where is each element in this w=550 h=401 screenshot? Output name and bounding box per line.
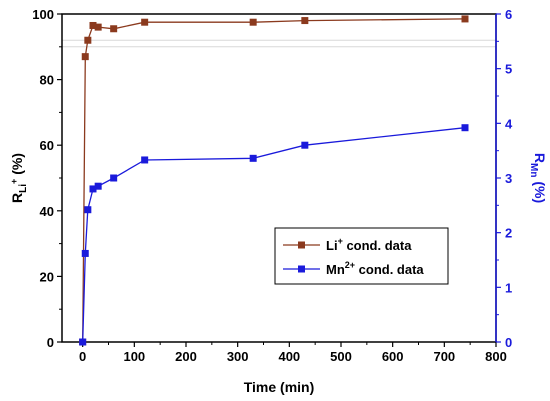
data-point bbox=[461, 124, 469, 132]
data-point bbox=[81, 249, 89, 257]
series-li bbox=[79, 15, 469, 346]
right-y-tick-label: 6 bbox=[505, 7, 512, 22]
data-point bbox=[84, 206, 92, 214]
x-tick-label: 800 bbox=[485, 349, 507, 364]
series-layer bbox=[79, 15, 469, 346]
left-y-tick-label: 100 bbox=[32, 7, 54, 22]
data-point bbox=[79, 338, 87, 346]
legend-marker-mn bbox=[298, 265, 305, 273]
data-point bbox=[301, 17, 309, 25]
legend-marker-li bbox=[298, 241, 305, 249]
x-tick-label: 400 bbox=[278, 349, 300, 364]
left-y-tick-label: 80 bbox=[40, 73, 54, 88]
right-y-tick-label: 4 bbox=[505, 116, 513, 131]
left-y-tick-label: 60 bbox=[40, 138, 54, 153]
data-point bbox=[249, 154, 257, 162]
data-point bbox=[461, 15, 469, 23]
x-axis: 0 100 200 300 400 500 600 700 800 bbox=[79, 342, 507, 364]
left-y-tick-label: 40 bbox=[40, 204, 54, 219]
x-tick-label: 0 bbox=[79, 349, 86, 364]
right-y-tick-label: 1 bbox=[505, 280, 512, 295]
series-line bbox=[82, 127, 466, 343]
x-tick-label: 500 bbox=[330, 349, 352, 364]
legend: Li+ cond. data Mn2+ cond. data bbox=[274, 227, 449, 285]
right-axis-title: RMn (%) bbox=[528, 153, 548, 203]
data-point bbox=[110, 174, 118, 182]
legend-label-mn: Mn2+ cond. data bbox=[326, 260, 424, 277]
data-point bbox=[249, 18, 257, 26]
x-tick-label: 200 bbox=[175, 349, 197, 364]
right-y-axis: 0 1 2 3 4 5 6 bbox=[496, 7, 513, 350]
series-mn bbox=[79, 124, 469, 346]
data-point bbox=[89, 21, 97, 29]
right-y-tick-label: 5 bbox=[505, 62, 512, 77]
data-point bbox=[94, 23, 102, 31]
right-y-tick-label: 0 bbox=[505, 335, 512, 350]
x-tick-label: 300 bbox=[227, 349, 249, 364]
legend-box bbox=[274, 227, 449, 285]
data-point bbox=[81, 53, 89, 61]
legend-item-li: Li+ cond. data bbox=[283, 236, 412, 253]
x-tick-label: 700 bbox=[433, 349, 455, 364]
data-point bbox=[301, 141, 309, 149]
plot-frame bbox=[61, 13, 497, 343]
right-y-tick-label: 3 bbox=[505, 171, 512, 186]
x-axis-title: Time (min) bbox=[244, 379, 315, 395]
left-axis-title: RLi+ (%) bbox=[9, 153, 29, 203]
right-y-tick-label: 2 bbox=[505, 226, 512, 241]
data-point bbox=[110, 25, 118, 33]
data-point bbox=[141, 18, 149, 26]
x-tick-label: 100 bbox=[123, 349, 145, 364]
series-line bbox=[82, 18, 466, 343]
x-tick-label: 600 bbox=[382, 349, 404, 364]
left-y-tick-label: 0 bbox=[47, 335, 54, 350]
data-point bbox=[84, 36, 92, 44]
data-point bbox=[94, 182, 102, 190]
data-point bbox=[141, 156, 149, 164]
left-y-axis: 0 20 40 60 80 100 bbox=[32, 7, 62, 350]
legend-label-li: Li+ cond. data bbox=[326, 236, 412, 253]
left-y-tick-label: 20 bbox=[40, 269, 54, 284]
gridlines bbox=[62, 39, 496, 48]
legend-item-mn: Mn2+ cond. data bbox=[283, 260, 424, 277]
data-point bbox=[89, 185, 97, 193]
